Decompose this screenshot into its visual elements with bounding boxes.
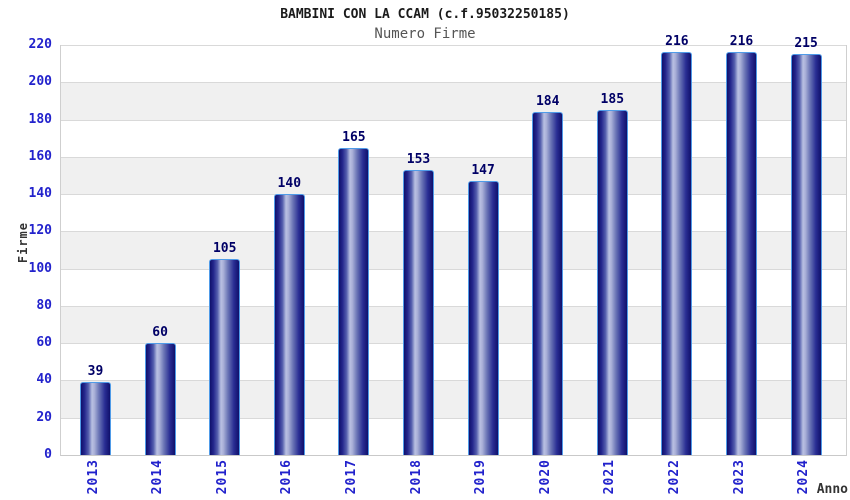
bar xyxy=(80,382,111,455)
gridline xyxy=(61,380,846,382)
bar xyxy=(726,52,757,455)
bar-value-label: 165 xyxy=(342,129,366,145)
chart-title: BAMBINI CON LA CCAM (c.f.95032250185) xyxy=(280,7,570,22)
bar-value-label: 140 xyxy=(277,176,302,192)
gridline xyxy=(61,305,846,307)
x-tick-label: 2024 xyxy=(796,459,812,495)
y-tick-label: 0 xyxy=(44,447,52,462)
bar-value-label: 60 xyxy=(152,325,168,341)
bar-value-label: 216 xyxy=(665,34,689,50)
bar-value-label: 147 xyxy=(471,163,495,179)
y-tick-label: 80 xyxy=(36,297,52,313)
gridline xyxy=(61,82,846,84)
chart-subtitle: Numero Firme xyxy=(374,26,476,42)
x-tick-label: 2016 xyxy=(279,459,295,495)
x-tick-label: 2013 xyxy=(85,459,101,495)
bar-value-label: 39 xyxy=(87,364,104,380)
y-tick-label: 200 xyxy=(28,74,52,90)
y-tick-label: 60 xyxy=(36,335,52,351)
bar xyxy=(209,259,241,455)
plot-band xyxy=(61,231,846,269)
bar xyxy=(661,52,693,455)
bar-value-label: 184 xyxy=(535,94,560,110)
y-tick-label: 140 xyxy=(28,186,52,202)
gridline xyxy=(61,45,846,46)
y-tick-label: 220 xyxy=(28,37,52,52)
plot-band xyxy=(61,156,846,195)
bar xyxy=(790,54,822,455)
plot-area: 39 60 105 140 165 153 147 184 185 216 216 215 xyxy=(60,34,847,456)
x-tick-label: 2019 xyxy=(473,459,489,495)
bar xyxy=(144,343,176,455)
x-tick-label: 2017 xyxy=(343,459,359,495)
x-tick-label: 2021 xyxy=(602,459,618,495)
x-axis-label: Anno xyxy=(816,482,848,497)
bar-value-label: 105 xyxy=(212,241,237,257)
plot-band xyxy=(61,82,846,120)
bar xyxy=(532,112,564,455)
y-tick-label: 40 xyxy=(36,372,52,388)
x-tick-label: 2015 xyxy=(214,459,230,495)
y-tick-label: 160 xyxy=(28,148,52,164)
y-tick-label: 100 xyxy=(28,260,52,276)
gridline xyxy=(61,119,846,121)
x-tick-label: 2023 xyxy=(731,459,747,495)
bar-value-label: 216 xyxy=(729,34,754,50)
bar xyxy=(596,110,628,455)
bar xyxy=(467,181,499,455)
bar-value-label: 153 xyxy=(406,151,431,167)
plot-band xyxy=(61,305,846,344)
x-tick-label: 2018 xyxy=(408,459,424,495)
gridline xyxy=(61,231,846,233)
bar xyxy=(273,194,305,455)
bar xyxy=(403,169,434,455)
y-tick-label: 20 xyxy=(36,409,52,425)
gridline xyxy=(61,417,846,419)
gridline xyxy=(61,343,846,345)
gridline xyxy=(61,194,846,196)
y-tick-label: 180 xyxy=(28,111,52,127)
gridline xyxy=(61,268,846,270)
bar-value-label: 215 xyxy=(794,36,818,52)
y-axis-label: Firme xyxy=(16,222,30,264)
gridline xyxy=(61,156,846,158)
x-tick-label: 2022 xyxy=(666,459,682,495)
plot-band xyxy=(61,380,846,418)
bar xyxy=(338,147,370,455)
x-tick-label: 2014 xyxy=(150,459,166,495)
y-tick-label: 120 xyxy=(28,223,52,239)
bar-value-label: 185 xyxy=(600,92,625,108)
x-tick-label: 2020 xyxy=(537,459,553,495)
